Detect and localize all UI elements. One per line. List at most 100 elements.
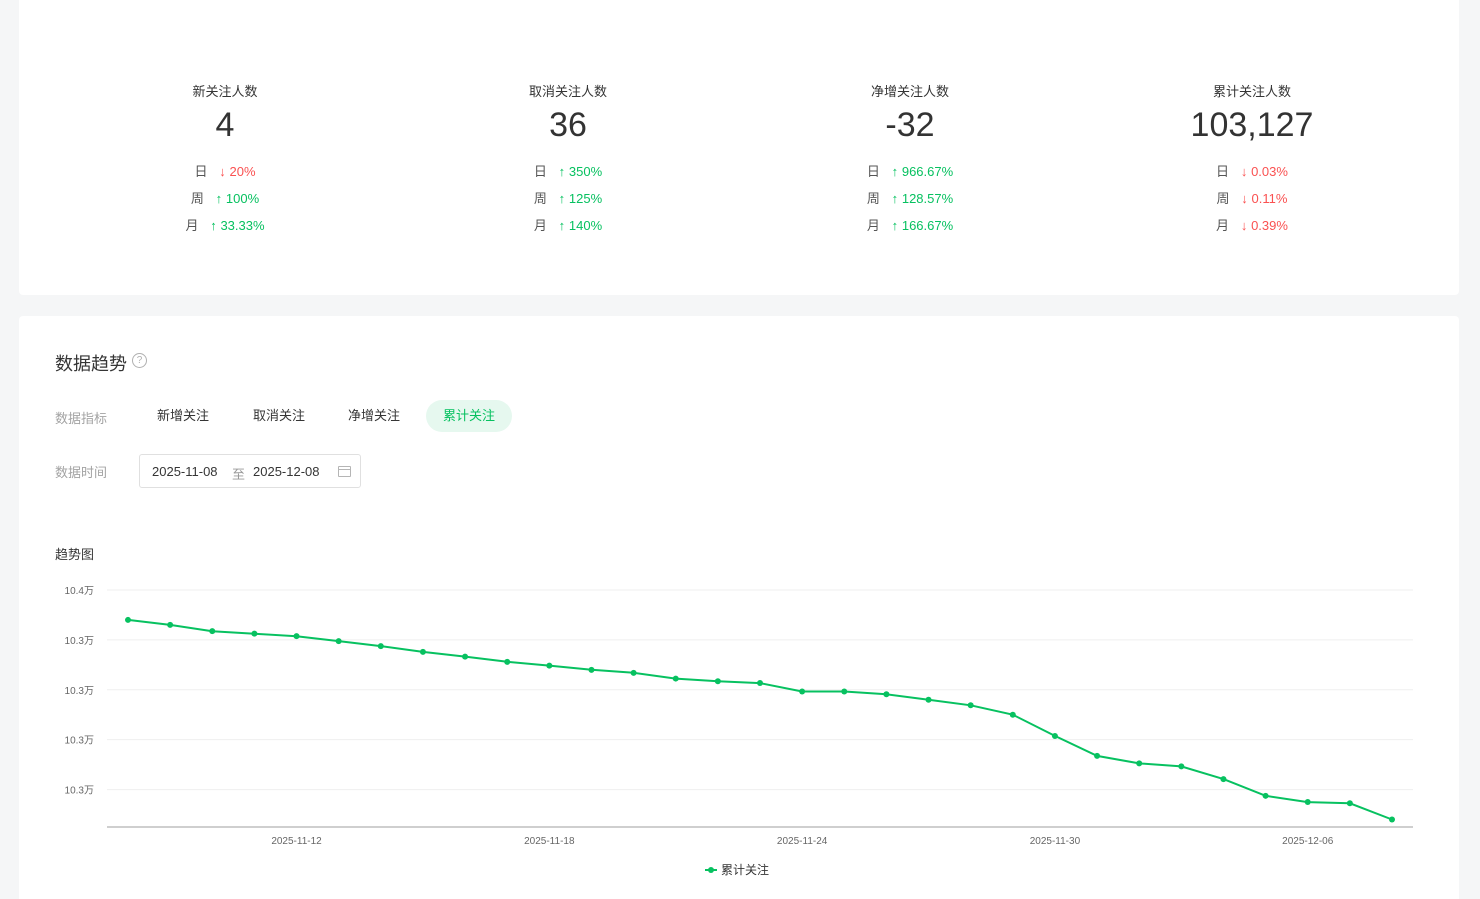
data-point	[209, 628, 216, 635]
data-point	[546, 662, 553, 669]
data-point	[419, 648, 426, 655]
data-point	[1262, 792, 1269, 799]
data-point	[630, 669, 637, 676]
arrow-down-icon: ↓	[219, 164, 226, 179]
stat-changes: 日 ↑ 966.67% 周 ↑ 128.57% 月 ↑ 166.67%	[730, 164, 1090, 245]
y-tick-label: 10.3万	[65, 636, 94, 647]
arrow-up-icon: ↑	[558, 191, 566, 206]
stat-value: -32	[885, 106, 935, 144]
change-value: 0.39%	[1251, 218, 1288, 233]
data-point	[1389, 816, 1395, 823]
metric-unfollow-button[interactable]: 取消关注	[253, 408, 306, 423]
date-end[interactable]: 2025-12-08	[253, 464, 320, 479]
stat-change-row: 日 ↑ 350%	[388, 164, 748, 191]
stat-changes: 日 ↓ 20% 周 ↑ 100% 月 ↑ 33.33%	[45, 164, 405, 245]
x-tick-label: 2025-11-18	[524, 836, 575, 847]
change-value: 20%	[229, 164, 256, 179]
data-point	[462, 653, 469, 660]
period-label: 日	[194, 164, 208, 179]
data-point	[504, 658, 511, 665]
x-tick-label: 2025-11-30	[1030, 836, 1081, 847]
metric-total-follow-button[interactable]: 累计关注	[426, 400, 513, 432]
stat-label: 净增关注人数	[870, 84, 949, 99]
arrow-up-icon: ↑	[558, 164, 566, 179]
overview-card: 新关注人数 4 日 ↓ 20% 周 ↑ 100% 月 ↑ 33.33% 取消关注人数 36 日 ↑ 350% 周…	[19, 0, 1459, 295]
data-point	[125, 616, 131, 623]
data-point	[1346, 800, 1353, 807]
stat-changes: 日 ↑ 350% 周 ↑ 125% 月 ↑ 140%	[388, 164, 748, 245]
period-label: 月	[185, 218, 199, 233]
arrow-down-icon: ↓	[1240, 218, 1248, 233]
stat-value: 103,127	[1190, 106, 1314, 144]
data-point	[883, 691, 890, 698]
arrow-up-icon: ↑	[891, 191, 899, 206]
stat-value: 4	[215, 106, 235, 144]
arrow-down-icon: ↓	[1240, 164, 1248, 179]
chart-title: 趋势图	[55, 547, 95, 562]
data-point	[925, 696, 932, 703]
data-point	[799, 688, 806, 695]
data-point	[1094, 752, 1101, 759]
legend-label: 累计关注	[721, 862, 769, 877]
legend-marker	[708, 867, 714, 873]
metric-label: 数据指标	[55, 411, 108, 426]
arrow-up-icon: ↑	[215, 191, 223, 206]
arrow-up-icon: ↑	[891, 164, 899, 179]
change-value: 33.33%	[220, 218, 265, 233]
date-separator: 至	[232, 467, 246, 482]
data-point	[293, 633, 300, 640]
stat-change-row: 周 ↓ 0.11%	[1072, 191, 1432, 218]
data-point	[1051, 732, 1058, 739]
period-label: 日	[533, 164, 547, 179]
change-value: 140%	[568, 218, 603, 233]
y-tick-label: 10.3万	[65, 686, 94, 697]
stat-change-row: 月 ↑ 33.33%	[45, 218, 405, 245]
trend-title: 数据趋势	[55, 354, 127, 374]
data-point	[841, 688, 848, 695]
metric-new-follow-button[interactable]: 新增关注	[157, 408, 210, 423]
data-point	[714, 678, 721, 685]
calendar-icon[interactable]	[338, 466, 351, 477]
stat-value: 36	[549, 106, 587, 144]
arrow-up-icon: ↑	[210, 218, 217, 233]
period-label: 日	[1216, 164, 1230, 179]
trend-card: 数据趋势 ? 数据指标 新增关注 取消关注 净增关注 累计关注 数据时间 202…	[19, 316, 1459, 899]
y-tick-label: 10.4万	[65, 586, 94, 597]
data-point	[1136, 760, 1143, 767]
data-point	[1304, 799, 1311, 806]
stat-change-row: 日 ↓ 20%	[45, 164, 405, 191]
change-value: 0.03%	[1251, 164, 1288, 179]
data-point	[251, 630, 258, 637]
data-point	[757, 680, 763, 687]
stat-label: 累计关注人数	[1212, 84, 1291, 99]
x-tick-label: 2025-11-24	[777, 836, 828, 847]
help-icon[interactable]: ?	[132, 353, 147, 368]
change-value: 166.67%	[901, 218, 954, 233]
date-range-picker[interactable]: 2025-11-08 至 2025-12-08	[139, 454, 361, 488]
period-label: 周	[190, 191, 204, 206]
stat-label: 新关注人数	[192, 84, 258, 99]
change-value: 966.67%	[901, 164, 954, 179]
data-point	[1178, 763, 1185, 770]
data-point	[1220, 776, 1227, 783]
data-point	[1009, 711, 1016, 718]
change-value: 0.11%	[1251, 191, 1288, 206]
y-tick-label: 10.3万	[65, 786, 94, 797]
stat-change-row: 周 ↑ 100%	[45, 191, 405, 218]
period-label: 日	[866, 164, 880, 179]
stat-change-row: 月 ↑ 140%	[388, 218, 748, 245]
stat-change-row: 日 ↑ 966.67%	[730, 164, 1090, 191]
stat-change-row: 日 ↓ 0.03%	[1072, 164, 1432, 191]
arrow-up-icon: ↑	[891, 218, 899, 233]
stat-change-row: 月 ↑ 166.67%	[730, 218, 1090, 245]
x-tick-label: 2025-12-06	[1282, 836, 1334, 847]
metric-net-follow-button[interactable]: 净增关注	[348, 408, 401, 423]
stat-label: 取消关注人数	[528, 84, 607, 99]
data-point	[588, 666, 595, 673]
date-start[interactable]: 2025-11-08	[152, 464, 218, 479]
period-label: 周	[866, 191, 880, 206]
change-value: 125%	[568, 191, 603, 206]
y-tick-label: 10.3万	[65, 736, 94, 747]
data-point	[672, 675, 679, 682]
